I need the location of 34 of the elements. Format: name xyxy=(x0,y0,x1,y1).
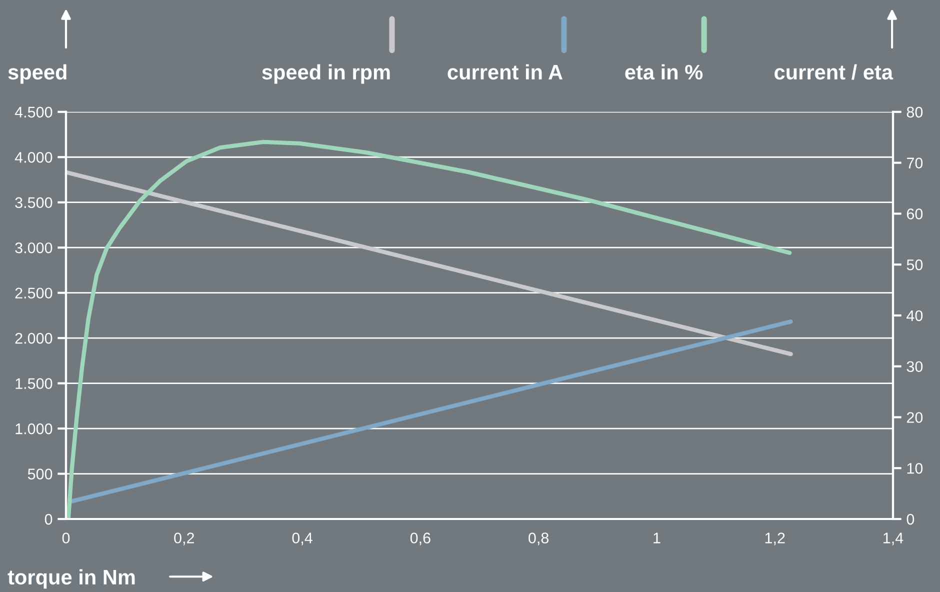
y2-tick-label: 80 xyxy=(906,106,923,118)
y2-tick-label: 70 xyxy=(906,158,923,168)
y-tick-label: 2.000 xyxy=(15,332,52,344)
y-tick-label: 500 xyxy=(28,468,52,480)
y-tick-label: 3.500 xyxy=(15,197,52,208)
y-tick-label: 4.000 xyxy=(14,152,52,163)
line-series xyxy=(66,140,792,520)
x-tick-label: 1,4 xyxy=(884,532,904,546)
y-tick-label: 1.500 xyxy=(16,378,52,389)
y2-tick-label: 40 xyxy=(906,310,923,322)
x-axis-title: torque in Nm xyxy=(8,569,135,589)
y-axis-title: speed xyxy=(8,64,66,84)
y2-tick-label: 10 xyxy=(907,462,923,474)
y2-tick-label: 30 xyxy=(906,361,923,372)
x-tick-label: 0,2 xyxy=(174,532,194,546)
x-tick-label: 0,6 xyxy=(410,532,430,546)
y-tick-label: 1.000 xyxy=(16,423,52,434)
y2-tick-label: 0 xyxy=(906,514,914,525)
y-tick-label: 3.000 xyxy=(15,242,52,254)
y2-tick-label: 60 xyxy=(906,208,923,220)
y-tick-label: 4.500 xyxy=(14,106,52,118)
y2-tick-label: 50 xyxy=(906,259,923,270)
x-tick-label: 1 xyxy=(654,532,660,544)
y-tick-label: 2.500 xyxy=(15,288,52,299)
y-tick-label: 0 xyxy=(44,514,52,525)
x-tick-label: 0 xyxy=(62,532,70,544)
x-tick-label: 0,8 xyxy=(528,532,549,546)
x-tick-label: 1,2 xyxy=(765,532,785,546)
x-tick-label: 0,4 xyxy=(292,532,312,546)
legend-label: current in A xyxy=(448,64,563,80)
legend-label: speed in rpm xyxy=(262,64,390,84)
y2-axis-title: current / eta xyxy=(774,64,894,80)
legend-label: eta in % xyxy=(625,64,703,80)
y2-tick-label: 20 xyxy=(906,412,923,423)
